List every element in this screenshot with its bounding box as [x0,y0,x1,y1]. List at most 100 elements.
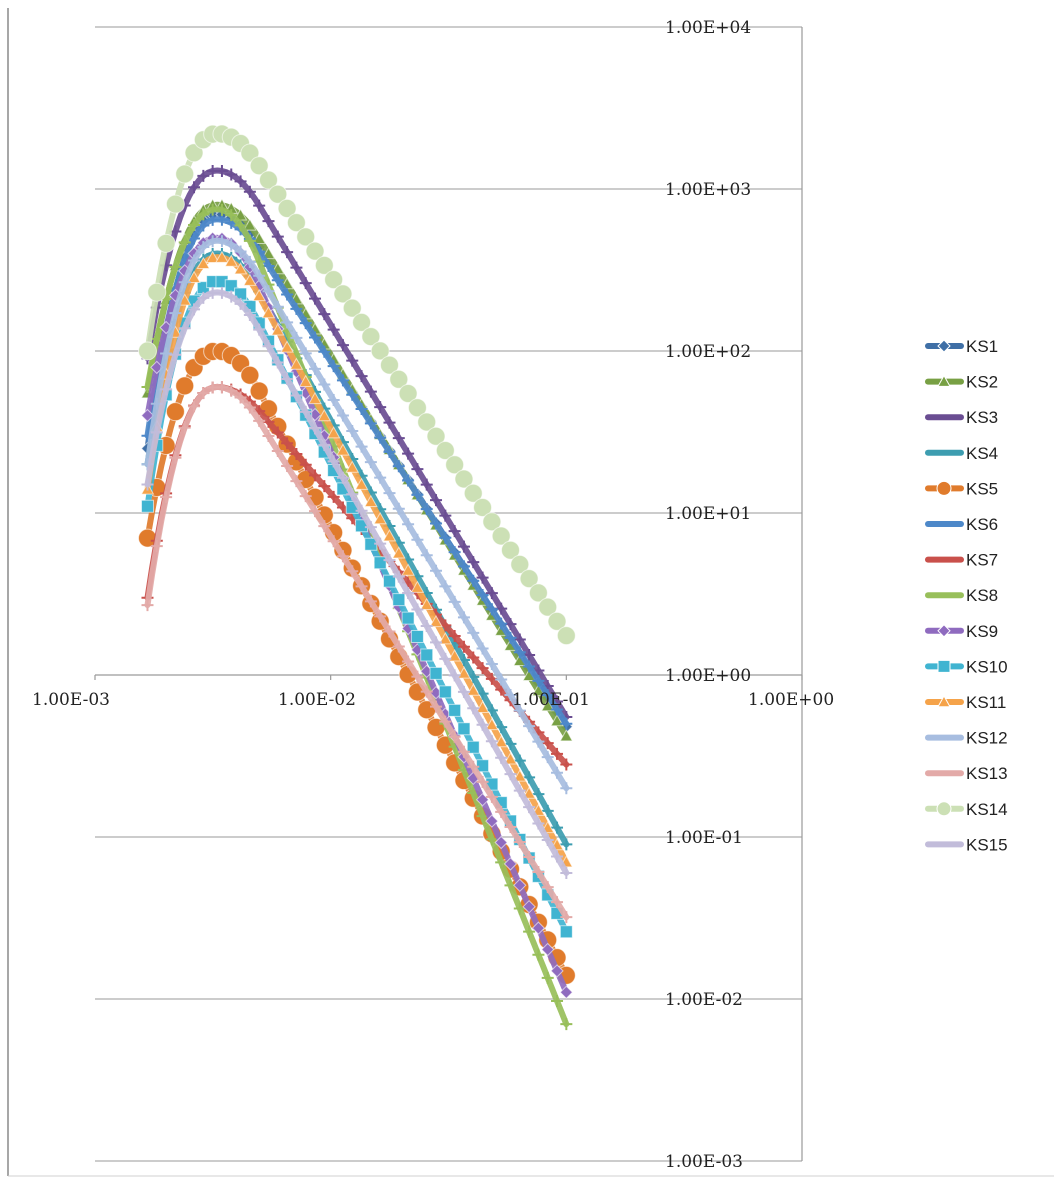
series-ks14 [137,124,576,646]
data-point [290,447,303,460]
data-point [402,518,415,531]
data-point [560,866,573,879]
legend-item-ks2: KS2 [925,373,998,392]
data-point [374,401,387,414]
data-point [280,340,294,353]
legend-label: KS13 [966,764,1008,783]
data-point [352,312,372,332]
data-point [336,550,349,563]
data-point [519,569,539,589]
data-point [513,633,526,646]
data-point [420,619,433,632]
data-point [160,383,173,396]
data-point [383,487,396,500]
data-point [160,347,173,360]
data-point [150,540,163,553]
data-point [364,385,377,398]
data-point [467,702,480,715]
data-point [392,570,405,583]
data-point [215,381,228,394]
y-tick-label: 1.00E-03 [665,1152,743,1172]
data-point [560,758,573,771]
legend-label: KS8 [966,586,998,605]
series-ks11 [140,250,574,868]
data-point [374,610,387,623]
data-point [392,640,405,653]
data-point [551,821,564,834]
data-point [560,782,573,795]
data-point [346,488,359,501]
data-point [240,365,260,385]
data-point [457,560,470,573]
data-point [318,520,331,533]
y-tick-label: 1.00E+01 [665,504,751,524]
data-point [439,531,452,544]
data-point [281,316,294,329]
data-point [215,164,228,177]
data-point [215,250,229,263]
data-point [137,341,157,361]
legend-item-ks3: KS3 [925,408,998,427]
data-point [299,277,312,290]
data-point [402,447,415,460]
data-point [205,250,220,263]
data-point [438,631,453,645]
data-point [382,574,396,588]
data-point [326,426,341,439]
data-point [318,438,331,451]
data-point [531,921,546,935]
legend-label: KS15 [966,835,1008,854]
data-point [476,775,489,788]
data-point [243,234,256,247]
data-point [439,715,452,728]
data-point [454,469,474,489]
data-point [373,511,388,525]
data-point [346,425,359,438]
data-point [354,477,369,490]
data-point [541,737,554,750]
data-point [150,426,163,439]
data-point [541,942,555,957]
data-point [476,589,489,602]
data-point [188,181,201,194]
data-point [364,417,377,430]
data-point [196,256,211,270]
data-point [243,308,256,321]
data-point [467,556,480,569]
data-point [551,994,564,1007]
data-point [262,285,275,298]
data-point [426,426,446,446]
data-point [532,788,545,801]
data-point [513,902,526,915]
series-ks15 [141,286,573,879]
legend-item-ks12: KS12 [925,729,1008,748]
data-point [532,866,545,879]
data-point [215,286,228,299]
data-point [457,640,470,653]
data-point [355,504,368,517]
data-point [551,766,564,779]
data-point [258,170,278,190]
data-point [355,440,368,453]
data-point [253,269,266,282]
data-point [281,460,294,473]
data-point [286,213,306,233]
data-point [140,499,154,513]
data-point [309,292,322,305]
data-point [532,948,545,961]
data-point [268,184,288,204]
legend-marker [937,659,951,673]
data-point [346,388,359,401]
data-point [448,525,461,538]
data-point [523,851,536,864]
data-point [184,143,204,163]
data-point [410,630,424,644]
data-point [333,284,353,304]
data-point [494,835,508,850]
legend-item-ks4: KS4 [925,444,998,463]
data-point [476,571,489,584]
data-point [187,270,201,283]
data-point [299,347,312,360]
data-point [476,718,489,731]
legend-marker [936,801,952,817]
